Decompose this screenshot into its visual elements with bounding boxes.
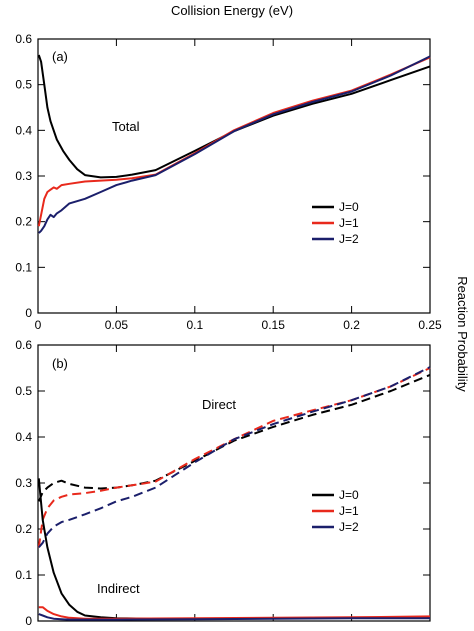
plot-frame-b	[37, 344, 431, 622]
series-line-j-2	[38, 55, 431, 234]
x-axis-title: Collision Energy (eV)	[171, 3, 293, 18]
y-tick-label: 0.6	[15, 32, 32, 46]
y-tick-label: 0.3	[15, 169, 32, 183]
series-line-j-0-indirect	[37, 478, 431, 620]
x-tick-label: 0.2	[343, 318, 360, 332]
x-tick-label: 0.1	[186, 318, 203, 332]
legend-label: J=1	[339, 216, 359, 230]
x-tick-label: 0.05	[105, 318, 129, 332]
x-tick-label: 0.15	[262, 318, 286, 332]
y-tick-label: 0.1	[15, 568, 32, 582]
y-tick-label: 0.5	[15, 78, 32, 92]
y-tick-label: 0.6	[15, 338, 32, 352]
y-tick-label: 0	[25, 306, 32, 320]
series-line-j-0	[37, 54, 431, 179]
y-tick-label: 0.5	[15, 384, 32, 398]
series-line-j-1-direct	[37, 367, 431, 548]
y-tick-label: 0.4	[15, 123, 32, 137]
series-line-j-2-indirect	[38, 613, 430, 621]
legend-label: J=1	[339, 504, 359, 518]
legend-label: J=0	[339, 200, 359, 214]
series-line-j-2-direct	[38, 366, 431, 549]
annotation-total: Total	[112, 119, 140, 134]
legend-label: J=2	[339, 232, 359, 246]
panel-a: (a) 0 0.05 0.1 0.15 0.2 0.2500.10.20.30.40.50…	[15, 32, 442, 332]
plot-marks-b: 0 0.1 0.2 0.3 0.4 0.5 0.6 Direct Indirect J=0 J=1 J…	[15, 338, 431, 628]
y-axis-title: Reaction Probability	[455, 276, 470, 392]
y-tick-label: 0	[25, 614, 32, 628]
panel-label-b: (b)	[52, 356, 68, 371]
panel-b: (b) 0 0.1 0.2 0.3 0.4 0.5 0.6 Direct Indirect J=0…	[15, 338, 431, 628]
annotation-indirect: Indirect	[97, 581, 140, 596]
y-tick-label: 0.2	[15, 522, 32, 536]
y-tick-label: 0.2	[15, 215, 32, 229]
y-tick-label: 0.4	[15, 430, 32, 444]
panel-label-a: (a)	[52, 49, 68, 64]
x-tick-label: 0	[35, 318, 42, 332]
plot-marks-a: 0 0.05 0.1 0.15 0.2 0.25 0 0.1 0.2 0.3 0.4 0.5 0.6 To…	[15, 32, 442, 332]
y-tick-label: 0.1	[15, 260, 32, 274]
series-line-j-1	[37, 56, 431, 227]
legend-label: J=2	[339, 520, 359, 534]
y-tick-label: 0.3	[15, 476, 32, 490]
x-tick-label: 0.25	[418, 318, 442, 332]
legend-label: J=0	[339, 488, 359, 502]
annotation-direct: Direct	[202, 397, 236, 412]
